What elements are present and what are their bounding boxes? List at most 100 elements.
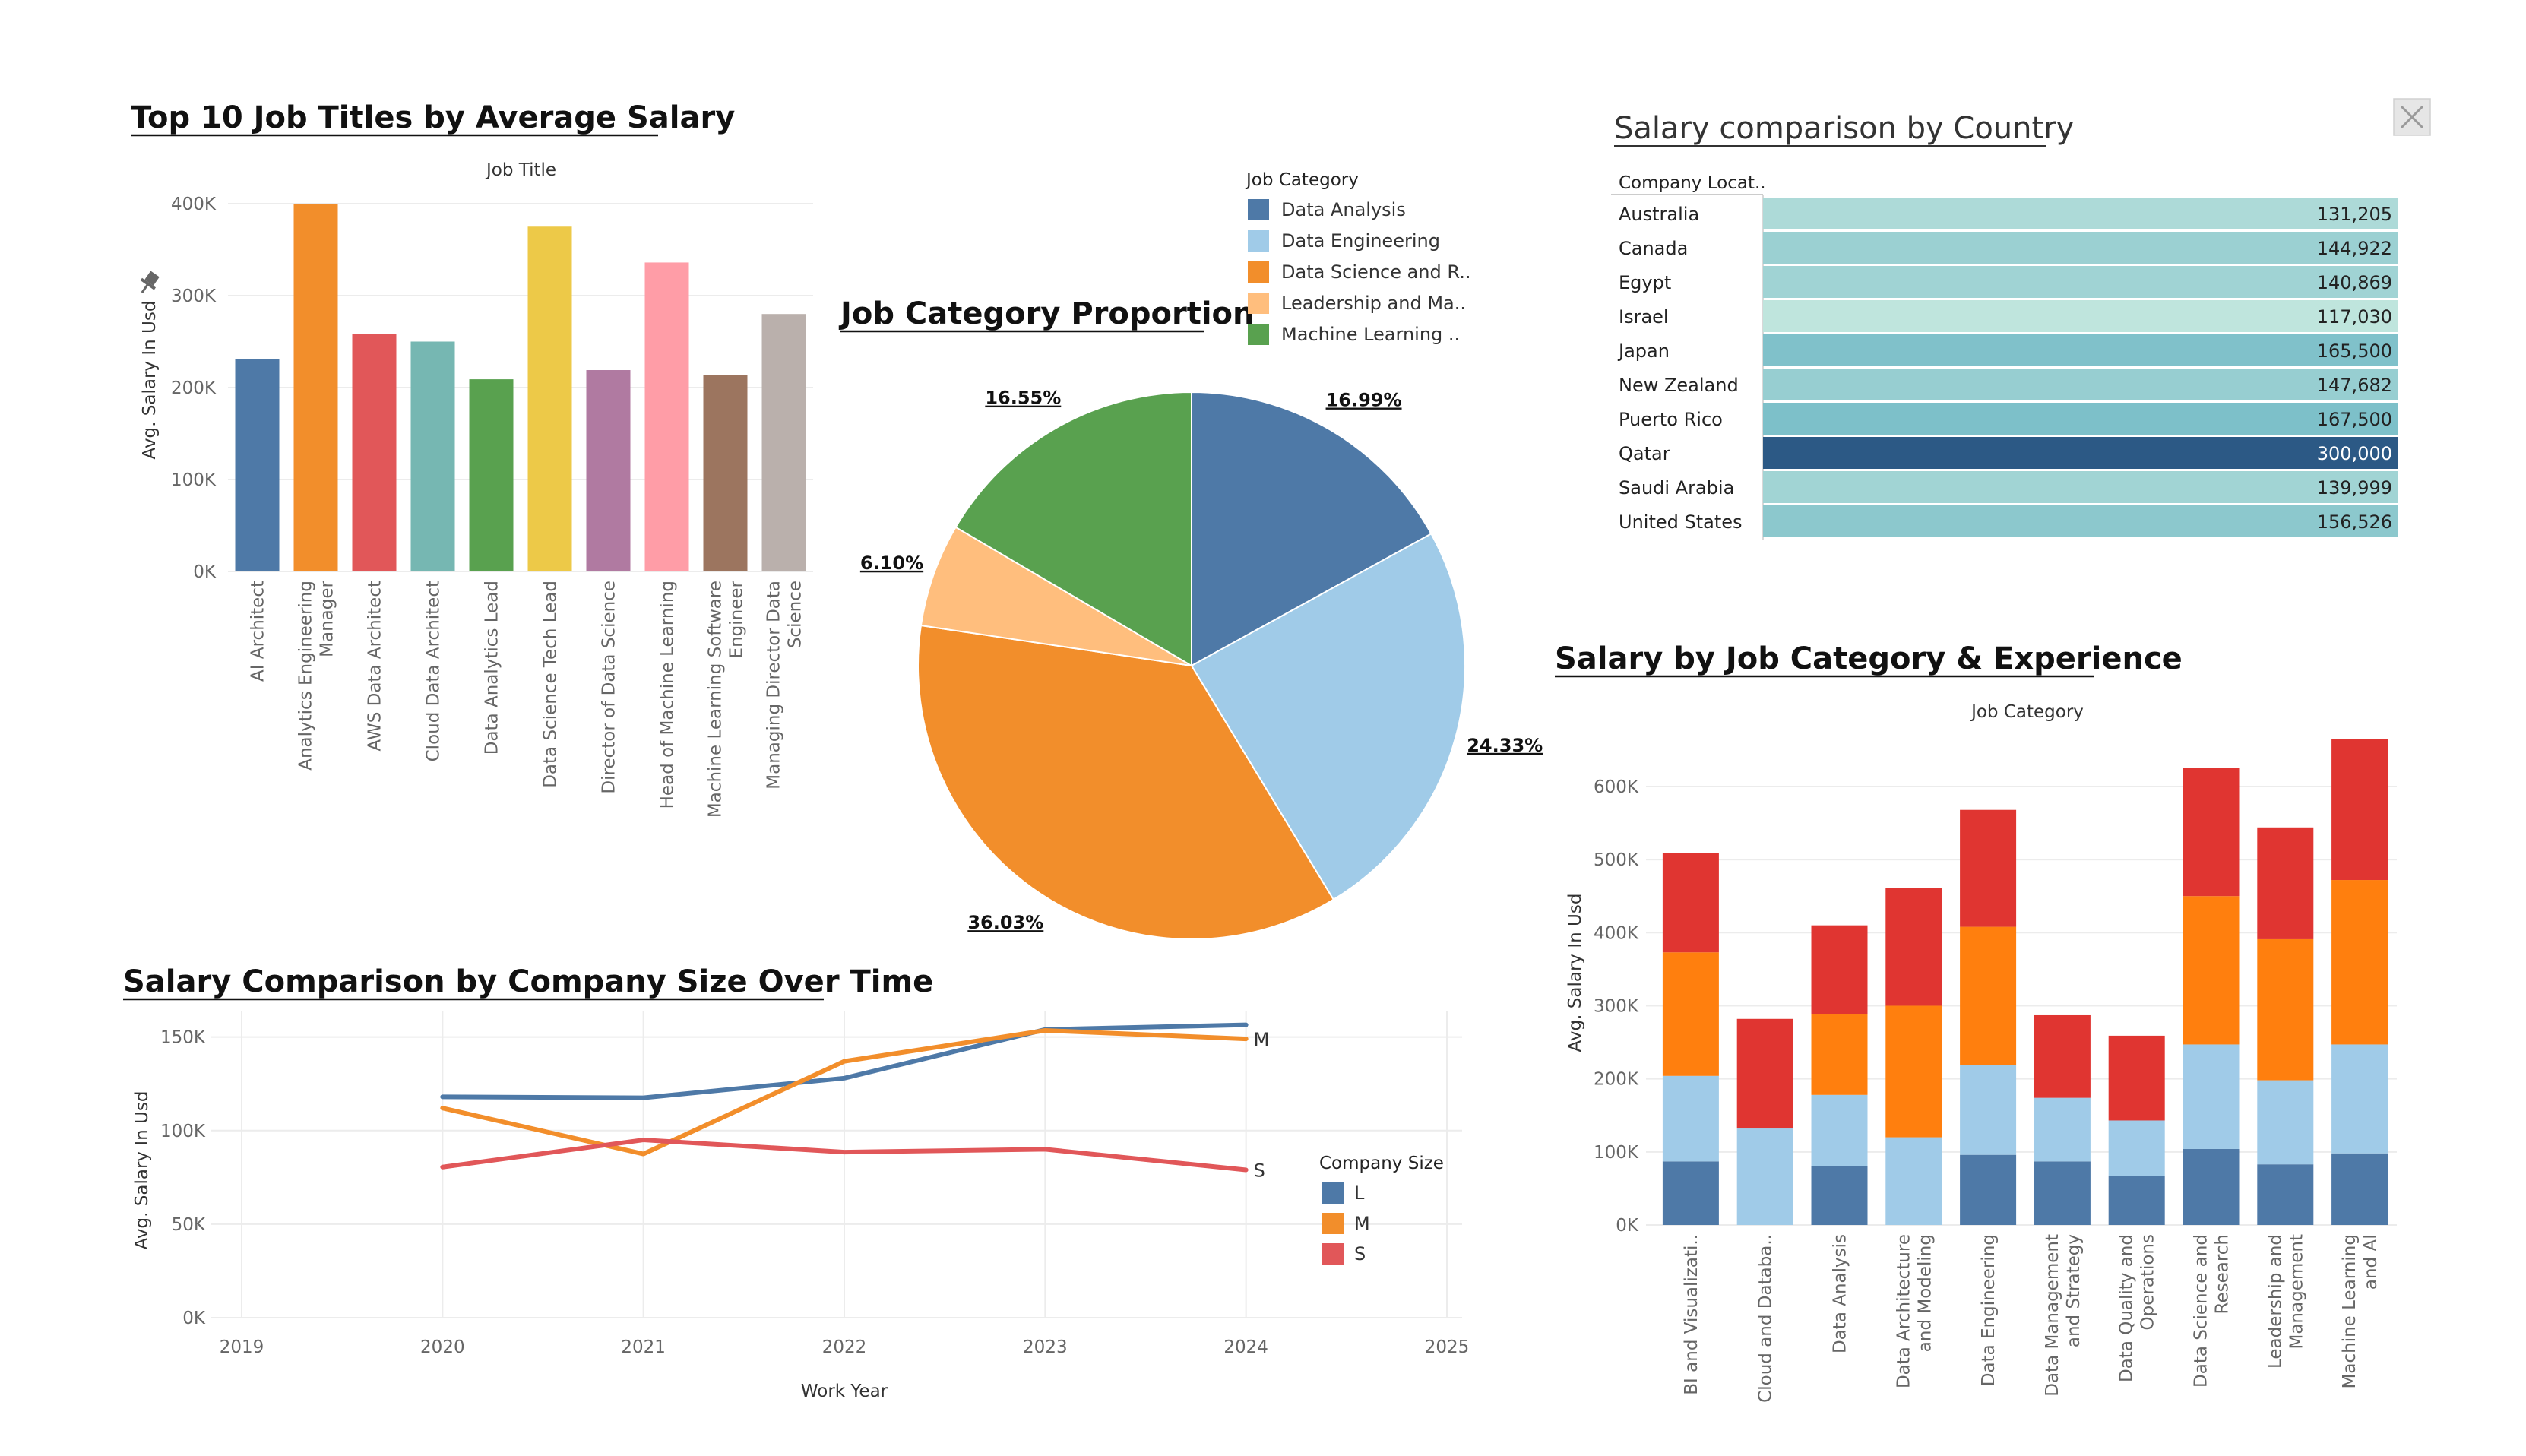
stacked-bar-segment[interactable] — [1811, 1094, 1868, 1166]
table-row[interactable]: Japan 165,500 — [1617, 334, 2398, 366]
series-line[interactable] — [440, 1138, 1249, 1173]
category-label-line: Data Science Tech Lead — [541, 581, 561, 788]
stacked-bar-segment[interactable] — [2183, 768, 2240, 897]
stacked-bar-segment[interactable] — [1811, 925, 1868, 1015]
stacked-bar-segment[interactable] — [1885, 888, 1942, 1006]
x-category-label: Cloud and Databa.. — [1756, 1234, 1776, 1403]
stacked-bar-segment[interactable] — [1662, 1161, 1719, 1225]
pie-slice[interactable] — [954, 391, 1192, 667]
bar[interactable] — [410, 341, 455, 572]
category-pie-title: Job Category Proportion — [838, 296, 1255, 331]
stacked-bar-segment[interactable] — [2257, 1080, 2314, 1165]
stacked-bar-segment[interactable] — [1662, 853, 1719, 953]
bar[interactable] — [293, 204, 338, 571]
stacked-bar-segment[interactable] — [1960, 1065, 2017, 1155]
country-table: Salary comparison by Country Company Loc… — [1611, 111, 2398, 540]
country-label: New Zealand — [1619, 375, 1739, 396]
bar[interactable] — [235, 359, 280, 571]
legend-label: L — [1354, 1182, 1365, 1204]
category-label-line: and Strategy — [2064, 1234, 2084, 1347]
stacked-bar-segment[interactable] — [2331, 1153, 2388, 1225]
stacked-bar-segment[interactable] — [1811, 1166, 1868, 1225]
bar[interactable] — [469, 379, 514, 571]
series-end-label: M — [1254, 1029, 1270, 1050]
legend-item[interactable]: Machine Learning .. — [1248, 324, 1460, 345]
bar[interactable] — [352, 334, 397, 571]
legend-item[interactable]: Leadership and Ma.. — [1248, 293, 1466, 314]
table-row[interactable]: New Zealand 147,682 — [1619, 369, 2398, 400]
heat-cell — [1763, 505, 2398, 537]
bar[interactable] — [703, 375, 748, 571]
category-experience-title: Salary by Job Category & Experience — [1555, 641, 2183, 676]
table-row[interactable]: United States 156,526 — [1619, 505, 2398, 537]
x-tick-label: 2019 — [220, 1337, 264, 1357]
stacked-bar-segment[interactable] — [2034, 1097, 2091, 1162]
pie-slice[interactable] — [1191, 391, 1432, 667]
table-row[interactable]: Qatar 300,000 — [1619, 437, 2398, 469]
stacked-bar-segment[interactable] — [2257, 938, 2314, 1081]
x-category-label: Machine Learning Software Engineer — [706, 580, 747, 818]
category-label-line: Research — [2213, 1234, 2233, 1315]
pie-slice[interactable] — [1190, 533, 1466, 901]
legend-item[interactable]: S — [1322, 1243, 1366, 1265]
table-row[interactable]: Israel 117,030 — [1619, 300, 2398, 332]
stacked-bar-segment[interactable] — [1960, 809, 2017, 927]
bar[interactable] — [644, 262, 689, 571]
legend-label: M — [1354, 1213, 1370, 1234]
bar[interactable] — [761, 314, 806, 571]
category-label-line: Data Science and — [2192, 1234, 2211, 1388]
legend-label: Leadership and Ma.. — [1281, 293, 1466, 314]
stacked-bar-segment[interactable] — [1885, 1005, 1942, 1138]
category-label-line: Management — [2287, 1234, 2306, 1350]
table-row[interactable]: Egypt 140,869 — [1619, 266, 2398, 298]
table-row[interactable]: Saudi Arabia 139,999 — [1619, 471, 2398, 503]
stacked-bar-segment[interactable] — [1736, 1018, 1793, 1129]
stacked-bar-segment[interactable] — [2257, 827, 2314, 939]
stacked-bar-segment[interactable] — [1662, 952, 1719, 1076]
x-category-label: Managing Director Data Science — [764, 581, 806, 790]
series-line[interactable] — [440, 1022, 1249, 1100]
size-over-time-chart: Salary Comparison by Company Size Over T… — [123, 964, 1469, 1401]
stacked-bar-segment[interactable] — [1736, 1128, 1793, 1225]
table-row[interactable]: Puerto Rico 167,500 — [1619, 403, 2398, 435]
stacked-bar-segment[interactable] — [2108, 1120, 2165, 1176]
stacked-bar-segment[interactable] — [2034, 1014, 2091, 1098]
y-tick-label: 300K — [1594, 996, 1639, 1016]
series-line[interactable] — [440, 1028, 1249, 1157]
pie-percent-label: 24.33% — [1467, 735, 1543, 756]
stacked-bar-segment[interactable] — [1960, 1154, 2017, 1225]
table-row[interactable]: Canada 144,922 — [1619, 232, 2398, 264]
x-category-label: Data Science Tech Lead — [541, 581, 561, 788]
stacked-bar-segment[interactable] — [2108, 1035, 2165, 1121]
legend-item[interactable]: Data Science and R.. — [1248, 261, 1470, 283]
bar[interactable] — [527, 226, 572, 571]
stacked-bar-segment[interactable] — [2331, 739, 2388, 881]
stacked-bar-segment[interactable] — [2331, 880, 2388, 1045]
pie-slice[interactable] — [917, 624, 1335, 940]
stacked-bar-segment[interactable] — [1662, 1075, 1719, 1162]
y-tick-label: 200K — [171, 378, 217, 398]
table-row[interactable]: Australia 131,205 — [1619, 198, 2398, 229]
country-label: Puerto Rico — [1619, 409, 1723, 430]
stacked-bar-segment[interactable] — [2257, 1164, 2314, 1225]
stacked-bar-segment[interactable] — [2183, 1148, 2240, 1225]
stacked-bar-segment[interactable] — [2183, 896, 2240, 1045]
close-button[interactable] — [2393, 98, 2431, 136]
stacked-bar-segment[interactable] — [2331, 1044, 2388, 1154]
legend-item[interactable]: M — [1322, 1213, 1370, 1234]
pin-icon[interactable] — [135, 269, 162, 297]
legend-item[interactable]: Data Engineering — [1248, 230, 1440, 252]
category-label-line: and AI — [2361, 1234, 2381, 1290]
stacked-bar-segment[interactable] — [1885, 1137, 1942, 1225]
stacked-bar-segment[interactable] — [2183, 1044, 2240, 1149]
legend-item[interactable]: L — [1322, 1182, 1365, 1204]
category-label-line: Director of Data Science — [600, 581, 619, 794]
bar[interactable] — [586, 370, 631, 571]
size-over-time-y-axis-title: Avg. Salary In Usd — [132, 1091, 152, 1250]
stacked-bar-segment[interactable] — [2108, 1176, 2165, 1225]
stacked-bar-segment[interactable] — [2034, 1161, 2091, 1225]
pie-slice[interactable] — [920, 526, 1192, 666]
stacked-bar-segment[interactable] — [1960, 926, 2017, 1065]
stacked-bar-segment[interactable] — [1811, 1014, 1868, 1095]
legend-item[interactable]: Data Analysis — [1248, 199, 1406, 220]
